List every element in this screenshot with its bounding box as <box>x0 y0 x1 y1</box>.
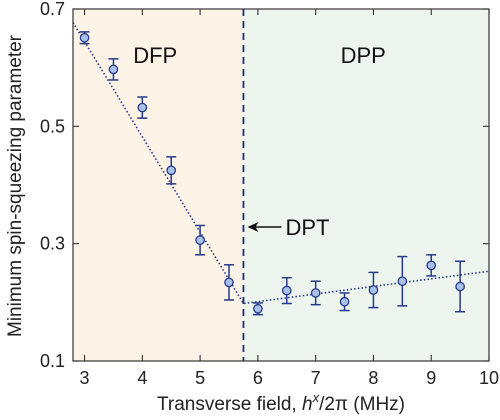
plot-frame <box>72 8 490 362</box>
y-axis-title: Minimum spin-squeezing parameter <box>5 34 26 337</box>
data-point <box>252 302 263 316</box>
data-point <box>339 292 350 312</box>
data-point <box>281 276 292 305</box>
data-point <box>368 271 379 309</box>
marker <box>455 281 465 292</box>
data-point <box>137 96 148 119</box>
x-tick-label: 9 <box>426 368 436 388</box>
marker <box>253 303 263 314</box>
data-point <box>310 280 321 306</box>
marker <box>310 288 321 298</box>
marker <box>426 260 437 271</box>
x-axis-title: Transverse field, hx/2π (MHz) <box>157 390 405 415</box>
marker <box>368 285 379 295</box>
data-point <box>455 260 466 313</box>
data-points <box>79 31 466 316</box>
marker <box>137 102 148 113</box>
data-point <box>397 255 408 307</box>
marker <box>79 32 90 43</box>
x-tick-label: 7 <box>311 368 321 388</box>
y-tick-label: 0.7 <box>40 0 65 19</box>
data-point <box>195 224 206 256</box>
marker <box>108 64 119 75</box>
y-tick-label: 0.3 <box>40 234 65 254</box>
y-axis: 0.1 0.3 0.5 0.7 <box>40 0 489 371</box>
region-label-dfp: DFP <box>133 43 177 68</box>
dpt-arrow-head <box>247 222 259 232</box>
y-tick-label: 0.1 <box>40 351 65 371</box>
marker <box>195 235 205 245</box>
dpt-label: DPT <box>285 215 329 240</box>
x-axis: 3 4 5 6 7 8 9 10 <box>80 9 499 388</box>
data-point <box>224 264 234 301</box>
data-point <box>108 58 119 81</box>
marker <box>224 277 234 288</box>
data-point <box>79 31 90 45</box>
marker <box>166 165 177 176</box>
x-tick-label: 5 <box>195 368 205 388</box>
x-tick-label: 8 <box>368 368 378 388</box>
region-label-dpp: DPP <box>341 43 386 68</box>
region-dfp <box>73 9 244 361</box>
x-tick-label: 3 <box>80 368 90 388</box>
dpt-annotation: DPT <box>247 215 329 240</box>
marker <box>397 276 408 287</box>
y-tick-label: 0.5 <box>40 116 65 136</box>
x-tick-label: 4 <box>137 368 147 388</box>
marker <box>339 296 350 307</box>
marker <box>281 285 292 296</box>
x-tick-label: 6 <box>253 368 263 388</box>
data-point <box>426 254 437 277</box>
region-dpp <box>243 9 489 361</box>
region-labels: DFP DPP <box>133 43 386 68</box>
data-point <box>166 156 177 185</box>
region-backgrounds <box>73 9 489 361</box>
x-tick-label: 10 <box>479 368 499 388</box>
